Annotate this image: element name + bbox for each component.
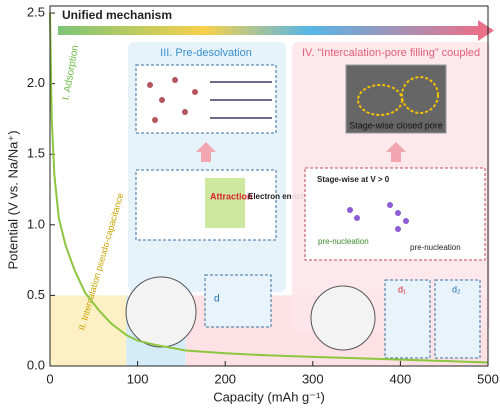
label: d₂ (452, 284, 461, 294)
layer-block (205, 178, 245, 228)
molecules (147, 77, 198, 123)
y-tick-label: 0.0 (27, 357, 45, 372)
x-tick-label: 300 (302, 371, 324, 386)
y-tick-label: 2.0 (27, 75, 45, 90)
mechanism-arrowhead (478, 20, 494, 41)
label: pre-nucleation (318, 237, 369, 246)
x-tick-label: 500 (477, 371, 499, 386)
x-tick-label: 400 (390, 371, 412, 386)
chart-title: Unified mechanism (62, 8, 172, 22)
label: d (214, 294, 220, 305)
label: pre-nucleation (410, 243, 461, 252)
region-label: I. Adsorption (61, 44, 81, 101)
label: Electron enriched (248, 192, 316, 201)
panel-title: III. Pre-desolvation (160, 47, 252, 59)
label: Stage-wise closed pore (349, 120, 443, 130)
y-tick-label: 1.5 (27, 146, 45, 161)
pore-sketch (310, 285, 376, 351)
pore-zoom (434, 279, 481, 359)
x-tick-label: 200 (214, 371, 236, 386)
label: Stage-wise at V > 0 (317, 175, 390, 184)
label: d₁ (398, 284, 406, 294)
mechanism-bar (58, 26, 478, 35)
pore-outline (401, 76, 439, 114)
arrow (386, 142, 406, 162)
y-tick-label: 1.0 (27, 216, 45, 231)
pore-zoom (204, 274, 272, 328)
illustration (304, 167, 486, 261)
arrow (196, 142, 216, 162)
region (50, 295, 127, 366)
y-axis-title: Potential (V vs. Na/Na⁺) (5, 130, 20, 269)
tem-image (345, 64, 447, 134)
label: Attraction (210, 191, 253, 201)
x-tick-label: 100 (127, 371, 149, 386)
panel-title: IV. “Intercalation-pore filling” coupled (302, 47, 480, 59)
x-axis-title: Capacity (mAh g⁻¹) (213, 389, 325, 404)
pore-sketch (125, 276, 197, 348)
y-tick-label: 2.5 (27, 4, 45, 19)
line-series (49, 13, 489, 364)
plot-frame (49, 5, 489, 367)
x-tick-label: 0 (46, 371, 53, 386)
y-tick-label: 0.5 (27, 287, 45, 302)
pore-zoom (384, 279, 431, 359)
layers (210, 81, 272, 119)
ions (347, 202, 409, 232)
